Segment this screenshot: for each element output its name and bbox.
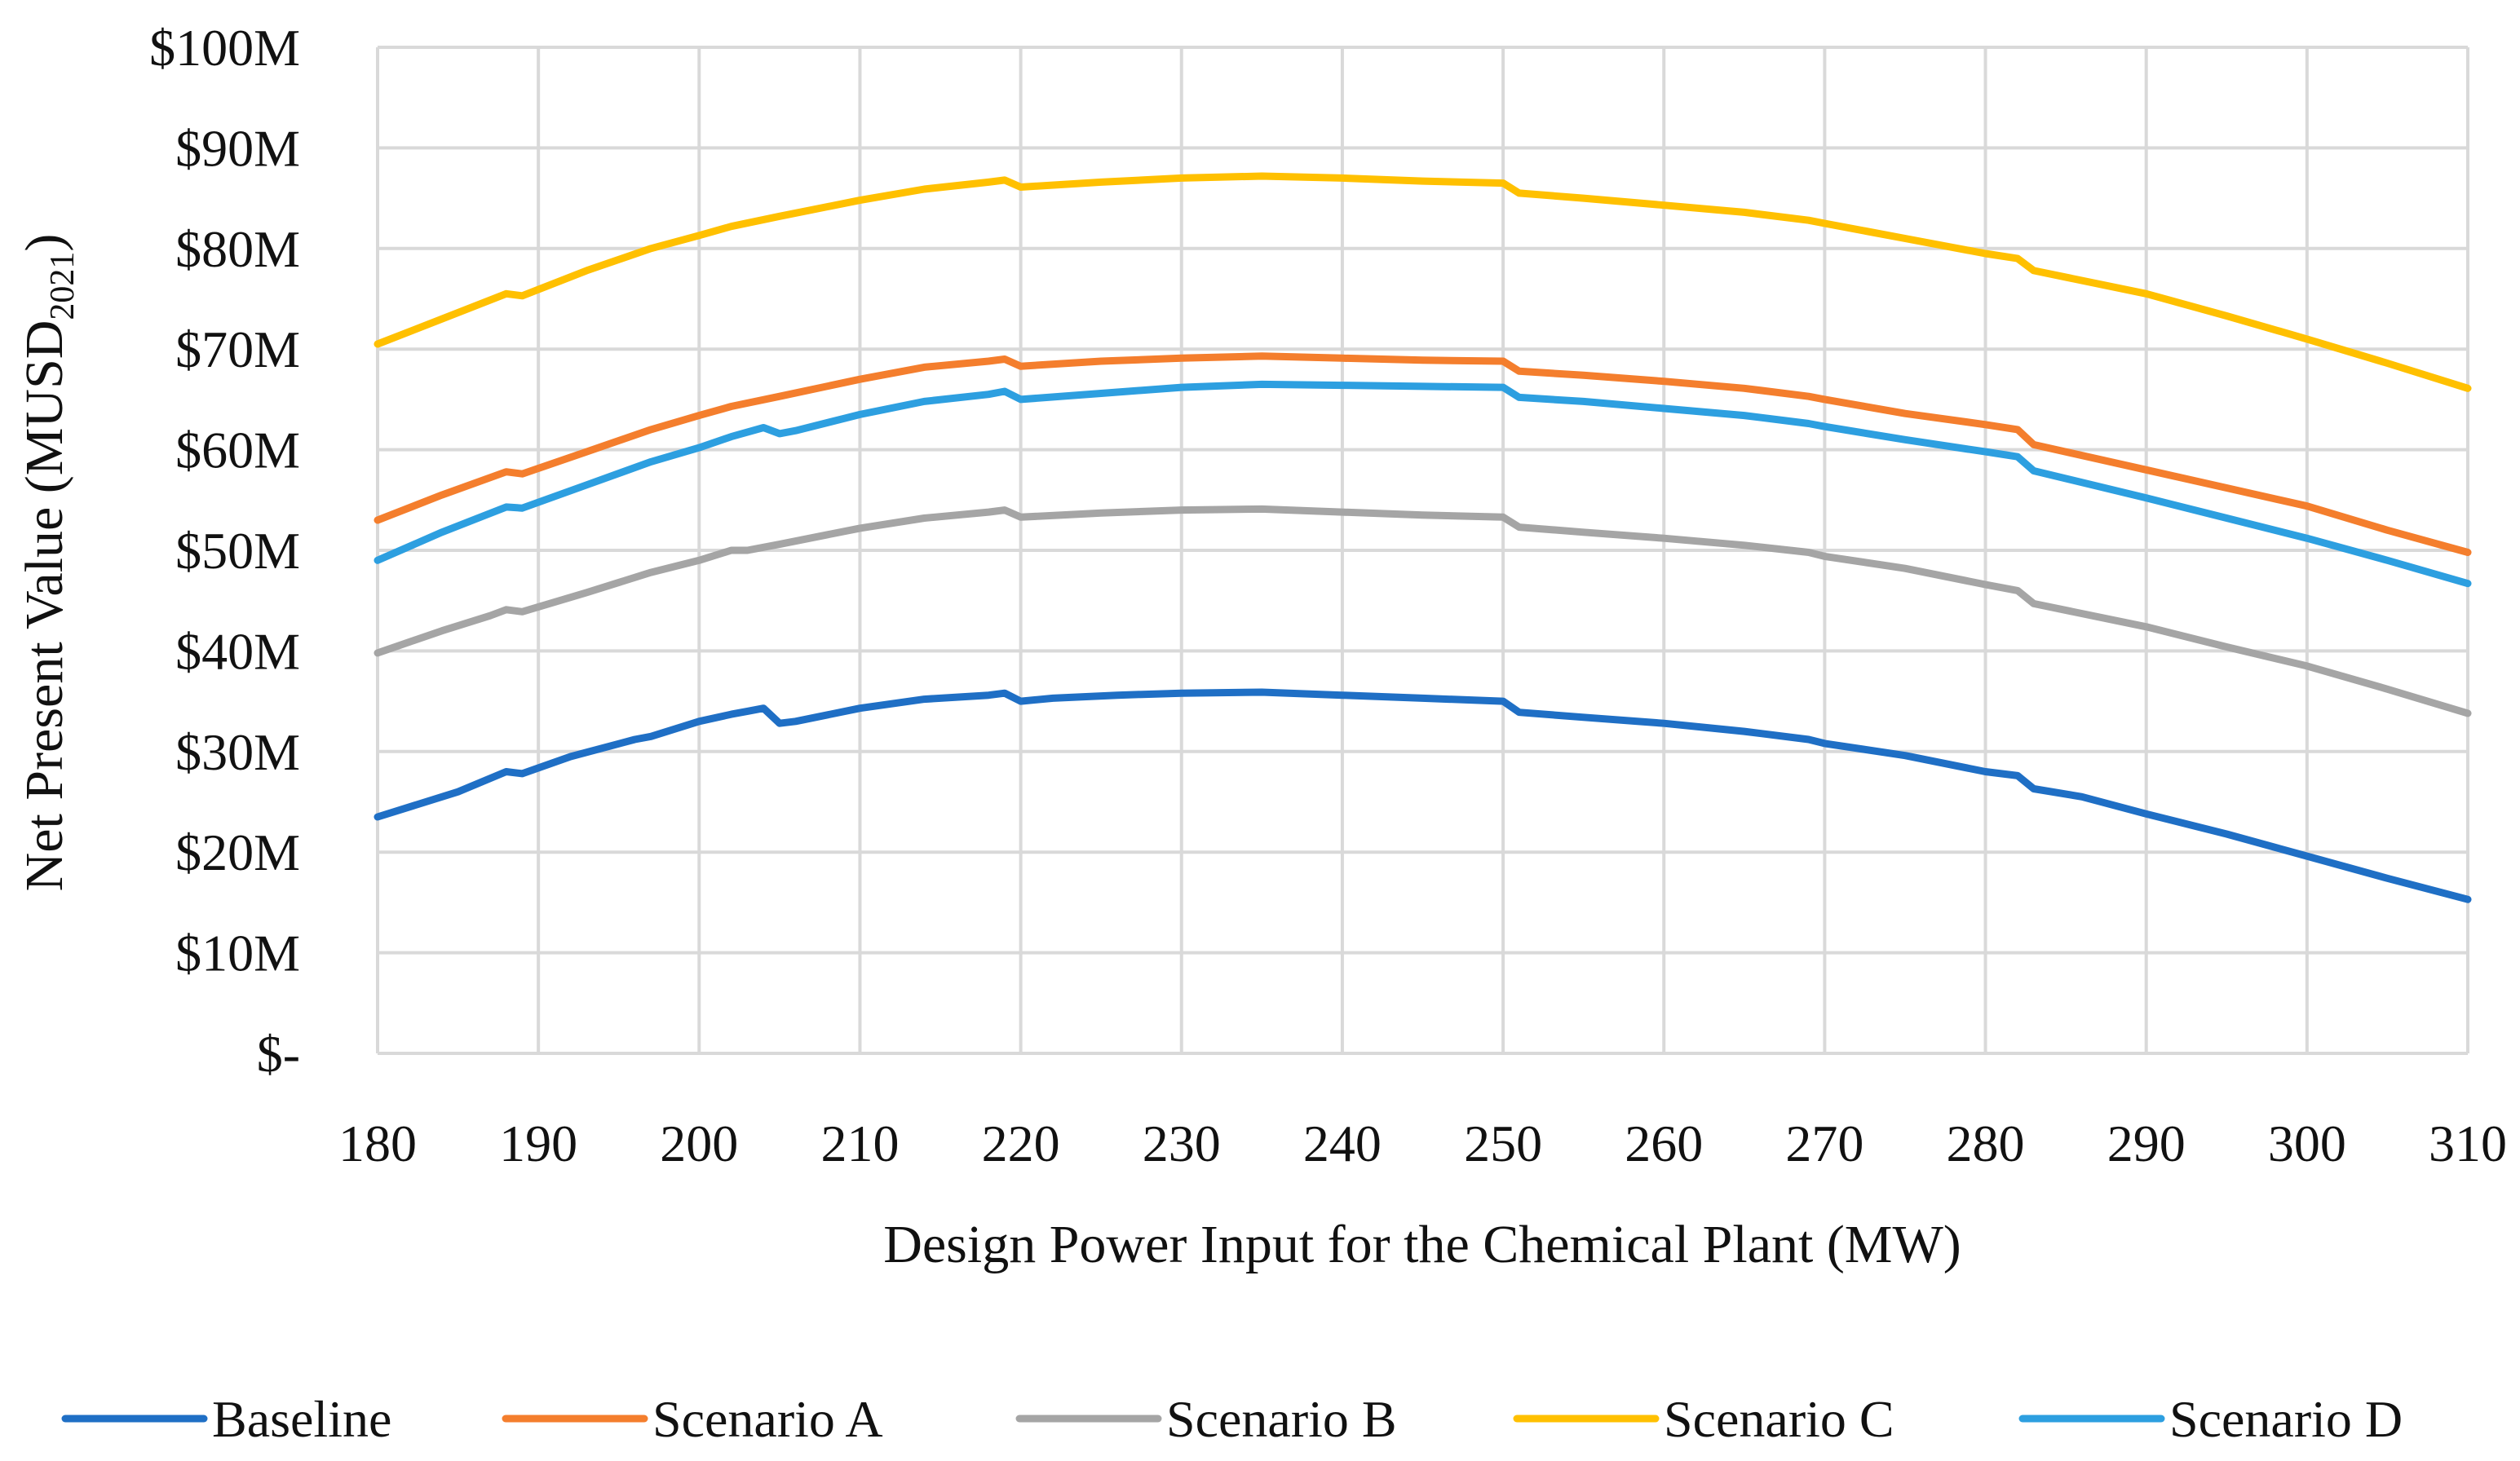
y-tick-label: $10M: [175, 925, 300, 982]
legend-label-scenario-d: Scenario D: [2169, 1390, 2403, 1448]
legend-label-scenario-a: Scenario A: [652, 1390, 883, 1448]
series-line-scenario-c: [374, 172, 2472, 392]
y-tick-label: $100M: [149, 19, 300, 77]
y-axis-title-main: Net Present Value (MUSD: [15, 320, 74, 892]
x-tick-label: 240: [1303, 1115, 1382, 1172]
y-tick-labels: $- $10M $20M $30M $40M $50M $60M $70M $80M $90M $1…: [149, 19, 300, 1083]
y-tick-label: $-: [257, 1025, 300, 1083]
x-tick-labels: 180 190 200 210 220 230 240 250 260 270 280 290 300 3…: [338, 1115, 2507, 1172]
y-tick-label: $30M: [175, 723, 300, 781]
y-tick-label: $40M: [175, 622, 300, 680]
y-tick-label: $60M: [175, 422, 300, 479]
grid: [376, 46, 2469, 1055]
x-tick-label: 260: [1625, 1115, 1703, 1172]
x-tick-label: 280: [1947, 1115, 2025, 1172]
series-line-scenario-d: [374, 380, 2472, 588]
x-tick-label: 310: [2429, 1115, 2507, 1172]
x-tick-label: 220: [982, 1115, 1060, 1172]
legend-label-scenario-b: Scenario B: [1166, 1390, 1397, 1448]
y-axis-title-subscript: 2021: [44, 252, 82, 320]
legend-label-baseline: Baseline: [212, 1390, 391, 1448]
series-group: [374, 172, 2472, 903]
y-tick-label: $70M: [175, 320, 300, 378]
series-line-scenario-b: [374, 505, 2472, 717]
series-line-baseline: [374, 688, 2472, 903]
y-tick-label: $80M: [175, 220, 300, 278]
x-axis-title: Design Power Input for the Chemical Plan…: [883, 1215, 1961, 1274]
legend-label-scenario-c: Scenario C: [1664, 1390, 1894, 1448]
x-tick-label: 250: [1464, 1115, 1542, 1172]
x-tick-label: 210: [820, 1115, 899, 1172]
legend: Baseline Scenario A Scenario B Scenario C Sc…: [61, 1390, 2403, 1448]
y-tick-label: $50M: [175, 522, 300, 580]
x-tick-label: 290: [2107, 1115, 2186, 1172]
x-tick-label: 230: [1143, 1115, 1221, 1172]
y-axis-title: Net Present Value (MUSD2021): [15, 234, 82, 892]
y-axis-title-close: ): [15, 234, 74, 252]
x-tick-label: 190: [499, 1115, 577, 1172]
series-line-scenario-a: [374, 352, 2472, 556]
y-tick-label: $20M: [175, 823, 300, 881]
x-tick-label: 180: [338, 1115, 417, 1172]
x-tick-label: 200: [660, 1115, 738, 1172]
x-tick-label: 270: [1785, 1115, 1863, 1172]
x-tick-label: 300: [2268, 1115, 2346, 1172]
y-tick-label: $90M: [175, 119, 300, 177]
